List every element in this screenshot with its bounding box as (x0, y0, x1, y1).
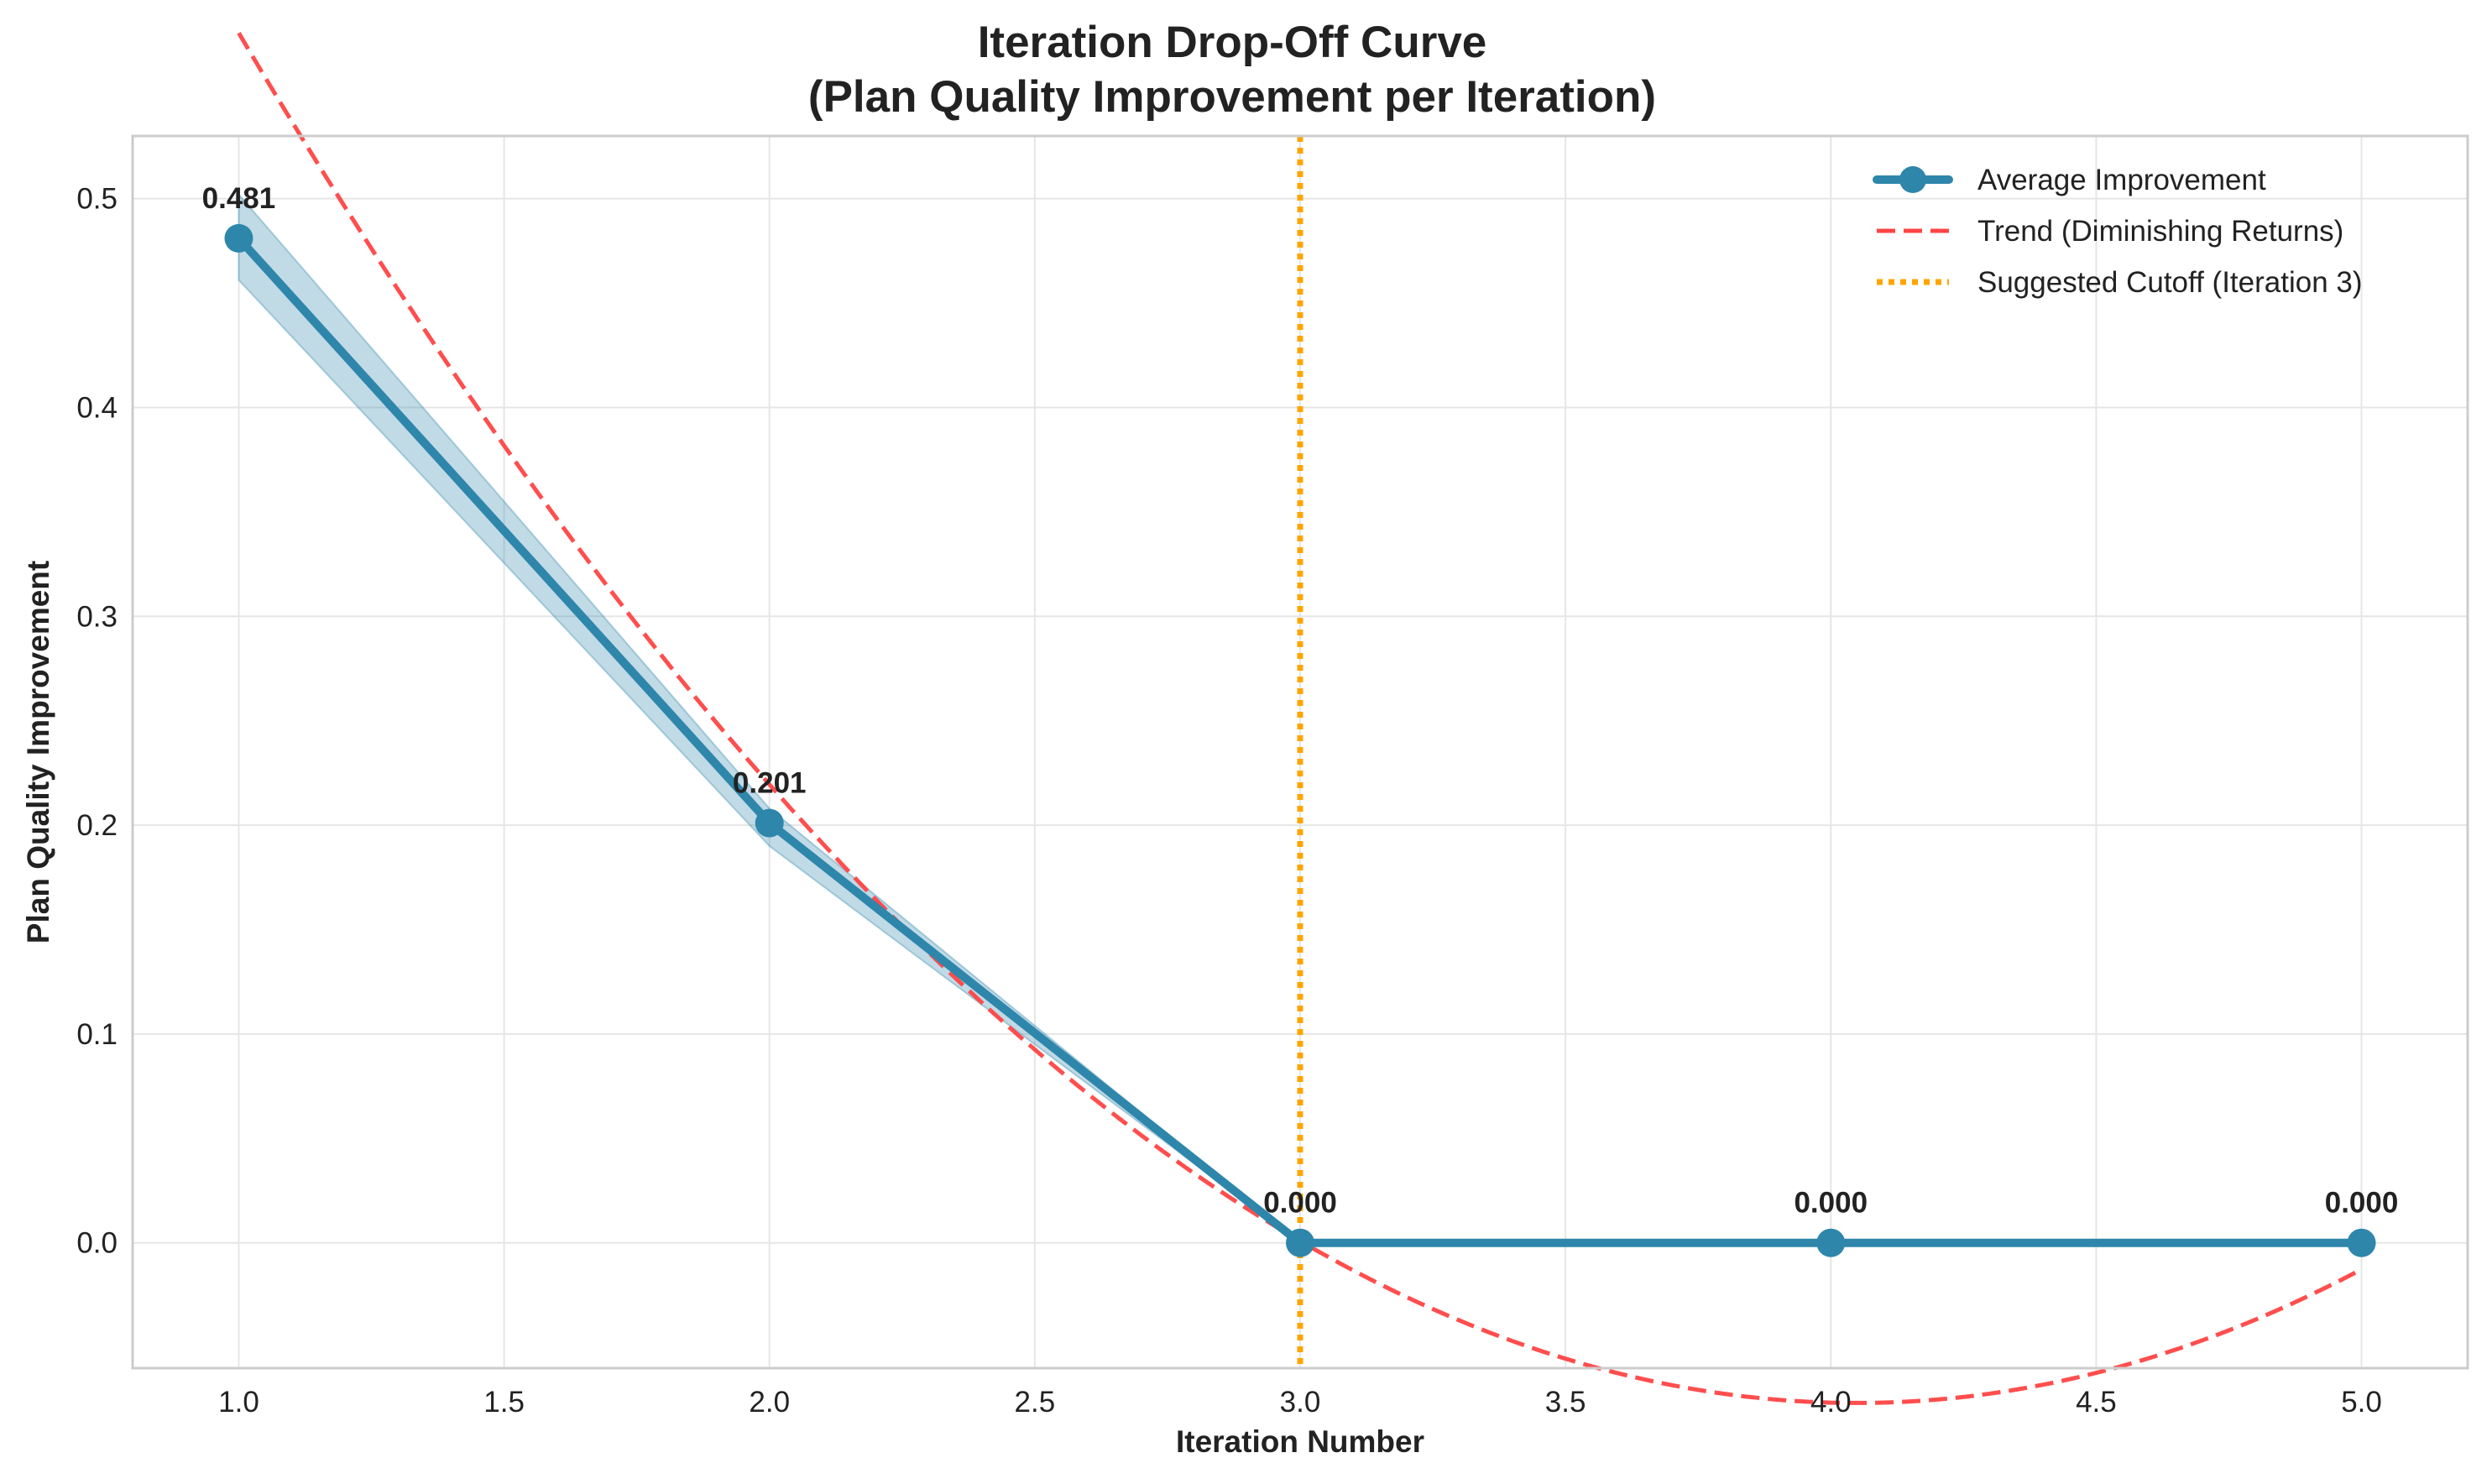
chart-title-line1: Iteration Drop-Off Curve (978, 18, 1487, 67)
x-tick-label: 1.0 (218, 1386, 259, 1419)
data-point (224, 223, 253, 253)
data-label: 0.000 (1263, 1187, 1337, 1220)
x-tick-label: 4.0 (1810, 1386, 1852, 1419)
y-tick-label: 0.1 (76, 1018, 118, 1051)
legend-label-average: Average Improvement (1977, 164, 2266, 196)
legend: Average Improvement Trend (Diminishing R… (1873, 164, 2363, 299)
x-tick-label: 3.5 (1545, 1386, 1586, 1419)
y-tick-label: 0.4 (76, 391, 118, 424)
legend-label-trend: Trend (Diminishing Returns) (1977, 215, 2343, 248)
data-label: 0.000 (2325, 1187, 2399, 1220)
legend-label-cutoff: Suggested Cutoff (Iteration 3) (1977, 266, 2363, 299)
x-tick-label: 2.0 (749, 1386, 790, 1419)
x-axis-label: Iteration Number (1176, 1424, 1424, 1459)
legend-marker-average (1899, 166, 1926, 193)
data-point (1286, 1228, 1314, 1257)
x-tick-label: 4.5 (2076, 1386, 2117, 1419)
x-tick-label: 2.5 (1015, 1386, 1056, 1419)
data-label: 0.000 (1794, 1187, 1868, 1220)
y-axis-label: Plan Quality Improvement (21, 561, 55, 943)
data-label: 0.201 (733, 767, 807, 800)
data-point (1816, 1228, 1846, 1257)
y-tick-label: 0.2 (76, 809, 118, 842)
x-tick-label: 3.0 (1280, 1386, 1321, 1419)
marker-layer (224, 223, 2376, 1257)
y-axis-ticks: 0.0 0.1 0.2 0.3 0.4 0.5 (76, 183, 118, 1260)
x-axis-ticks: 1.0 1.5 2.0 2.5 3.0 3.5 4.0 4.5 5.0 (218, 1386, 2382, 1419)
y-tick-label: 0.3 (76, 600, 118, 633)
x-tick-label: 5.0 (2341, 1386, 2382, 1419)
plot-frame (131, 134, 2469, 1370)
data-label: 0.481 (202, 182, 276, 215)
chart-title-line2: (Plan Quality Improvement per Iteration) (808, 72, 1656, 122)
x-tick-label: 1.5 (483, 1386, 525, 1419)
data-point (755, 808, 784, 838)
data-label-layer: 0.481 0.201 0.000 0.000 0.000 (202, 182, 2399, 1220)
y-tick-label: 0.5 (76, 183, 118, 216)
y-tick-label: 0.0 (76, 1227, 118, 1260)
data-point (2347, 1228, 2376, 1257)
